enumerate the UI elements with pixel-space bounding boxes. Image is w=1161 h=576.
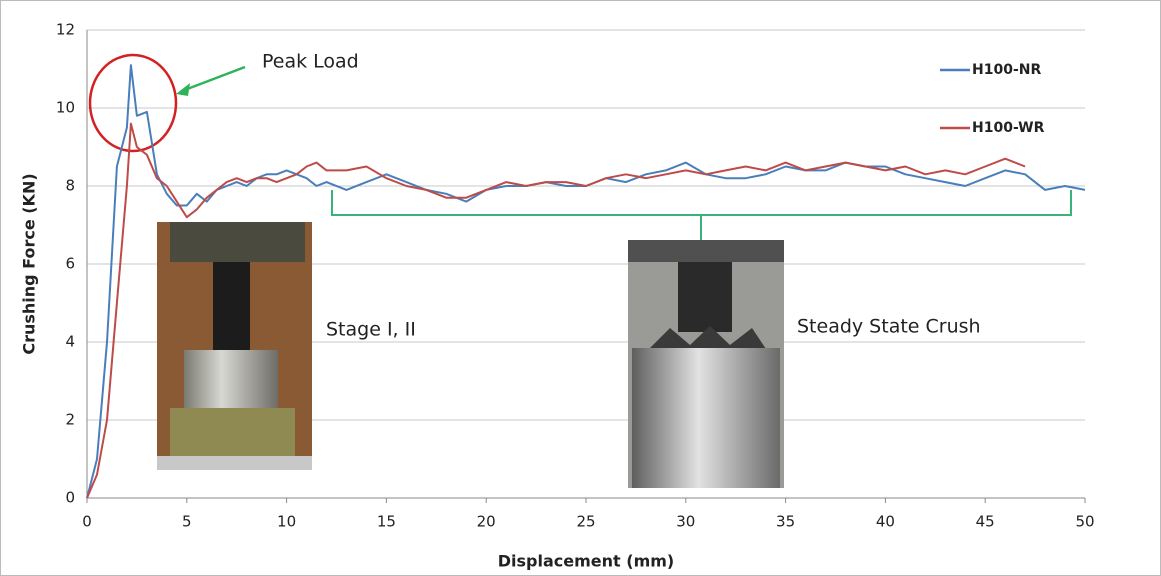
annotation: Steady State Crush [797,316,981,338]
x-tick-label: 15 [377,513,396,531]
y-axis-label: Crushing Force (KN) [20,173,39,354]
y-tick-label: 4 [65,333,75,351]
photo-tube [213,262,250,350]
x-axis-label: Displacement (mm) [498,552,674,571]
photo-plate [170,222,305,262]
x-tick-label: 0 [82,513,92,531]
y-tick-label: 2 [65,411,75,429]
legend-label: H100-WR [972,120,1045,136]
chart: Peak Load Stage I, II Steady State Crush… [0,0,1161,576]
y-tick-label: 8 [65,177,75,195]
photo-floor [157,456,312,470]
x-tick-label: 25 [576,513,595,531]
annotation: Stage I, II [326,319,416,341]
x-tick-label: 30 [676,513,695,531]
x-tick-label: 5 [182,513,192,531]
photo-block [184,350,278,408]
x-tick-label: 45 [976,513,995,531]
photo-plate [628,240,784,262]
x-tick-label: 20 [477,513,496,531]
x-tick-label: 35 [776,513,795,531]
annotation: Peak Load [262,51,359,73]
photo-tube [678,262,732,332]
x-tick-label: 50 [1075,513,1094,531]
photo-stage-1 [157,222,312,470]
page: Peak Load Stage I, II Steady State Crush… [0,0,1161,576]
legend-label: H100-NR [972,62,1041,78]
photo-steady [628,240,784,488]
y-tick-label: 0 [65,489,75,507]
x-tick-label: 10 [277,513,296,531]
y-tick-label: 10 [56,99,75,117]
y-tick-label: 6 [65,255,75,273]
photo-block [632,348,780,488]
photo-base [170,408,295,456]
y-tick-label: 12 [56,21,75,39]
x-tick-label: 40 [876,513,895,531]
